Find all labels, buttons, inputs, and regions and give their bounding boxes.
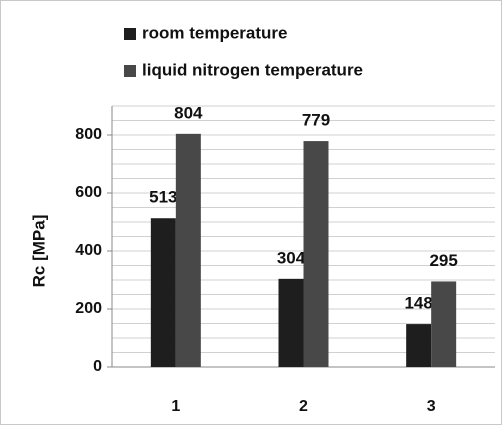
x-tick-label: 2 [299,398,308,415]
data-label: 304 [277,248,306,267]
legend-label: room temperature [142,23,287,42]
bar [278,278,304,367]
legend-label: liquid nitrogen temperature [142,60,363,79]
y-tick-label: 600 [75,184,102,201]
legend-swatch [124,65,136,77]
data-label: 295 [429,251,457,270]
data-label: 779 [302,111,330,130]
bar [175,133,201,367]
bar [150,218,176,367]
bar [431,281,457,367]
y-tick-label: 0 [93,358,102,375]
bar [303,141,329,367]
bar [406,324,432,367]
legend-swatch [124,28,136,40]
data-label: 148 [404,294,432,313]
y-axis-label: Rc [MPa] [29,215,48,288]
y-tick-label: 800 [75,126,102,143]
data-label: 513 [149,188,177,207]
y-tick-label: 200 [75,300,102,317]
x-tick-label: 1 [171,398,180,415]
y-tick-label: 400 [75,242,102,259]
data-label: 804 [174,103,203,122]
x-tick-label: 3 [427,398,436,415]
